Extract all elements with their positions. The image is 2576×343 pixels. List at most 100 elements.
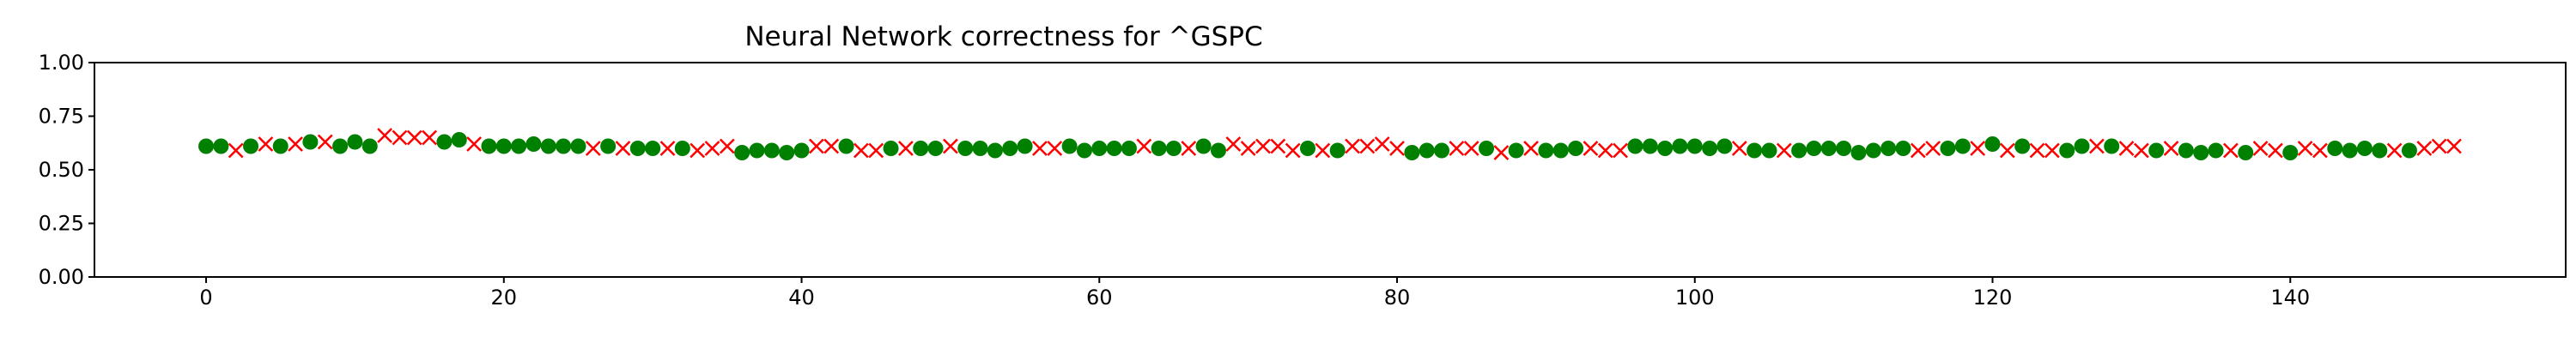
correct-point — [556, 138, 572, 154]
incorrect-point — [1240, 141, 1256, 156]
incorrect-point — [2134, 142, 2149, 159]
correct-point — [972, 141, 988, 156]
correct-point — [2104, 138, 2120, 154]
incorrect-point — [406, 129, 422, 146]
y-tick-label: 0.75 — [39, 105, 84, 129]
correct-point — [1091, 141, 1108, 156]
y-tick-label: 1.00 — [39, 51, 84, 75]
incorrect-point — [1315, 142, 1331, 159]
y-tick-label: 0.25 — [39, 212, 84, 236]
correct-point — [1538, 142, 1554, 159]
correct-point — [1106, 141, 1122, 156]
correct-point — [600, 138, 617, 154]
correct-point — [629, 141, 646, 156]
incorrect-point — [288, 136, 303, 152]
incorrect-point — [704, 141, 720, 156]
incorrect-point — [1597, 142, 1613, 159]
correct-point — [1508, 142, 1524, 159]
correct-point — [1702, 141, 1718, 156]
incorrect-point — [377, 128, 392, 143]
correct-point — [2178, 142, 2194, 159]
correct-point — [1329, 142, 1346, 159]
correct-point — [734, 145, 750, 160]
correct-point — [1061, 138, 1078, 154]
incorrect-point — [1463, 141, 1479, 156]
correct-point — [1404, 145, 1420, 160]
correct-point — [332, 138, 349, 154]
correct-point — [1791, 142, 1807, 159]
incorrect-point — [1359, 138, 1376, 154]
x-tick-label: 140 — [2270, 286, 2310, 310]
correct-point — [1210, 142, 1226, 159]
incorrect-point — [719, 138, 735, 154]
incorrect-point — [2431, 138, 2447, 154]
x-axis: 0 20 40 60 80 100 120 140 — [199, 277, 2310, 310]
incorrect-point — [422, 129, 437, 146]
correct-point — [2356, 141, 2372, 156]
incorrect-point — [943, 138, 958, 154]
correct-point — [645, 141, 661, 156]
correct-point — [198, 138, 215, 154]
incorrect-point — [1613, 142, 1628, 159]
correct-point — [779, 145, 795, 160]
correct-point — [1716, 138, 1733, 154]
incorrect-point — [1449, 141, 1465, 156]
correct-point — [2059, 142, 2075, 159]
correct-point — [1165, 141, 1182, 156]
x-tick-label: 0 — [199, 286, 212, 310]
incorrect-point — [2297, 141, 2313, 156]
incorrect-point — [258, 136, 274, 152]
correct-point — [2014, 138, 2031, 154]
correct-point — [1657, 141, 1674, 156]
correct-point — [272, 138, 289, 154]
correct-point — [1850, 145, 1867, 160]
x-tick-label: 20 — [491, 286, 518, 310]
correct-point — [1820, 141, 1837, 156]
correct-point — [1434, 142, 1450, 159]
correct-point — [1568, 141, 1584, 156]
correct-point — [674, 141, 690, 156]
correct-point — [1686, 138, 1703, 154]
incorrect-point — [1925, 141, 1941, 156]
correct-point — [1076, 142, 1092, 159]
incorrect-point — [2386, 142, 2403, 159]
correct-point — [481, 138, 497, 154]
correct-point — [436, 134, 453, 150]
incorrect-point — [659, 141, 676, 156]
incorrect-point — [823, 138, 840, 154]
incorrect-point — [898, 141, 914, 156]
incorrect-point — [2416, 141, 2433, 156]
correct-point — [838, 138, 854, 154]
incorrect-point — [317, 134, 333, 150]
correct-point — [883, 141, 899, 156]
incorrect-point — [1999, 142, 2015, 159]
incorrect-point — [585, 141, 601, 156]
correct-point — [1299, 141, 1315, 156]
incorrect-point — [2252, 141, 2269, 156]
incorrect-point — [868, 142, 884, 159]
incorrect-point — [1583, 141, 1599, 156]
incorrect-point — [1910, 142, 1926, 159]
incorrect-point — [1776, 142, 1792, 159]
correct-point — [2401, 142, 2417, 159]
correct-point — [1865, 142, 1881, 159]
correct-point — [347, 134, 363, 150]
x-tick-label: 100 — [1675, 286, 1715, 310]
incorrect-point — [2446, 138, 2462, 154]
correct-point — [2238, 145, 2254, 160]
correct-point — [2282, 145, 2299, 160]
correct-point — [1836, 141, 1852, 156]
incorrect-point — [1047, 141, 1063, 156]
incorrect-point — [2312, 142, 2328, 159]
incorrect-point — [1255, 138, 1271, 154]
incorrect-point — [228, 142, 244, 159]
y-tick-label: 0.00 — [39, 265, 84, 289]
correct-point — [1880, 141, 1897, 156]
correct-point — [2193, 145, 2209, 160]
correct-point — [1642, 138, 1658, 154]
correct-point — [243, 138, 259, 154]
incorrect-point — [1032, 141, 1048, 156]
correct-point — [1121, 141, 1137, 156]
chart-title: Neural Network correctness for ^GSPC — [744, 21, 1262, 52]
incorrect-point — [1523, 141, 1539, 156]
